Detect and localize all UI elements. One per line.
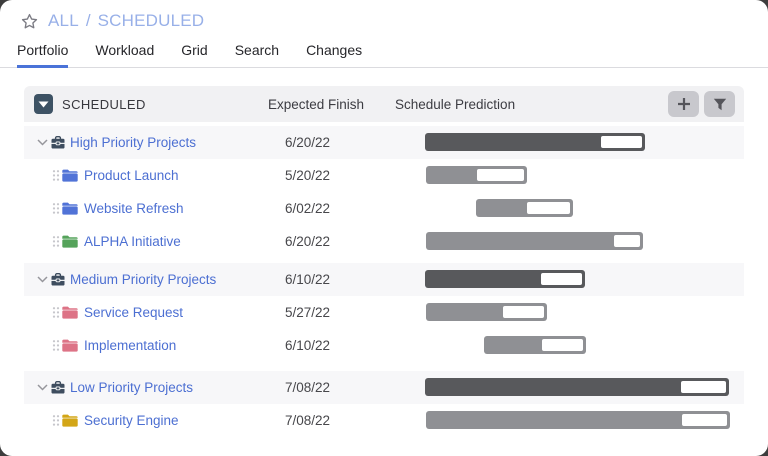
folder-icon: [62, 339, 78, 352]
tab-workload[interactable]: Workload: [95, 42, 155, 58]
breadcrumb-item-scheduled[interactable]: SCHEDULED: [97, 11, 205, 30]
column-header-expected-finish: Expected Finish: [268, 97, 365, 112]
table-title: SCHEDULED: [62, 97, 146, 112]
briefcase-icon: [51, 273, 65, 286]
schedule-prediction-bar[interactable]: [425, 133, 645, 151]
group-section: High Priority Projects 6/20/22 Product L…: [24, 126, 744, 258]
filter-funnel-icon: [713, 98, 727, 111]
portfolio-table: SCHEDULED Expected Finish Schedule Predi…: [24, 86, 744, 437]
expected-finish-value: 6/20/22: [285, 135, 331, 150]
schedule-prediction-bar[interactable]: [425, 270, 585, 288]
add-button[interactable]: [668, 91, 699, 117]
briefcase-icon: [51, 381, 65, 394]
group-row[interactable]: Medium Priority Projects 6/10/22: [24, 263, 744, 296]
project-row[interactable]: Security Engine 7/08/22: [24, 404, 744, 437]
breadcrumb: ALL / SCHEDULED: [20, 8, 204, 34]
project-name-link[interactable]: Implementation: [84, 338, 177, 353]
project-name-link[interactable]: Security Engine: [84, 413, 179, 428]
expected-finish-value: 5/20/22: [285, 168, 331, 183]
schedule-prediction-cell: [425, 263, 744, 296]
drag-handle-icon[interactable]: [52, 235, 60, 248]
group-name-link[interactable]: Low Priority Projects: [70, 380, 194, 395]
schedule-prediction-cell: [425, 329, 744, 362]
prediction-end-segment: [503, 306, 544, 318]
schedule-prediction-cell: [425, 192, 744, 225]
breadcrumb-separator: /: [85, 11, 91, 30]
schedule-prediction-bar[interactable]: [425, 378, 729, 396]
table-header: SCHEDULED Expected Finish Schedule Predi…: [24, 86, 744, 122]
prediction-end-segment: [681, 381, 726, 393]
schedule-prediction-bar[interactable]: [426, 232, 643, 250]
chevron-down-icon[interactable]: [37, 139, 48, 146]
tab-portfolio[interactable]: Portfolio: [17, 36, 69, 68]
tab-bar: Portfolio Workload Grid Search Changes: [0, 36, 768, 68]
breadcrumb-item-all[interactable]: ALL: [48, 11, 79, 30]
schedule-prediction-cell: [425, 159, 744, 192]
drag-handle-icon[interactable]: [52, 202, 60, 215]
schedule-prediction-bar[interactable]: [426, 411, 730, 429]
expected-finish-value: 5/27/22: [285, 305, 331, 320]
schedule-prediction-bar[interactable]: [484, 336, 586, 354]
group-section: Medium Priority Projects 6/10/22 Service…: [24, 263, 744, 362]
schedule-prediction-cell: [425, 126, 744, 159]
tab-changes[interactable]: Changes: [306, 42, 363, 58]
schedule-prediction-cell: [425, 371, 744, 404]
prediction-end-segment: [682, 414, 727, 426]
project-row[interactable]: Product Launch 5/20/22: [24, 159, 744, 192]
chevron-down-icon[interactable]: [37, 276, 48, 283]
schedule-prediction-cell: [425, 296, 744, 329]
expected-finish-value: 6/20/22: [285, 234, 331, 249]
prediction-end-segment: [601, 136, 642, 148]
drag-handle-icon[interactable]: [52, 306, 60, 319]
prediction-end-segment: [527, 202, 570, 214]
collapse-all-icon[interactable]: [34, 94, 53, 114]
prediction-end-segment: [477, 169, 524, 181]
schedule-prediction-bar[interactable]: [426, 166, 527, 184]
group-section: Low Priority Projects 7/08/22 Security E…: [24, 371, 744, 437]
schedule-prediction-cell: [425, 225, 744, 258]
group-row[interactable]: Low Priority Projects 7/08/22: [24, 371, 744, 404]
expected-finish-value: 7/08/22: [285, 413, 331, 428]
drag-handle-icon[interactable]: [52, 339, 60, 352]
project-row[interactable]: ALPHA Initiative 6/20/22: [24, 225, 744, 258]
tab-grid[interactable]: Grid: [181, 42, 208, 58]
project-name-link[interactable]: ALPHA Initiative: [84, 234, 181, 249]
group-name-link[interactable]: High Priority Projects: [70, 135, 197, 150]
schedule-prediction-bar[interactable]: [426, 303, 547, 321]
filter-button[interactable]: [704, 91, 735, 117]
column-header-schedule-prediction: Schedule Prediction: [395, 97, 516, 112]
prediction-end-segment: [614, 235, 640, 247]
project-name-link[interactable]: Product Launch: [84, 168, 179, 183]
plus-icon: [677, 97, 691, 111]
project-row[interactable]: Service Request 5/27/22: [24, 296, 744, 329]
expected-finish-value: 6/10/22: [285, 272, 331, 287]
star-favorite-icon[interactable]: [20, 12, 39, 31]
expected-finish-value: 6/02/22: [285, 201, 331, 216]
folder-icon: [62, 169, 78, 182]
folder-icon: [62, 306, 78, 319]
folder-icon: [62, 202, 78, 215]
chevron-down-icon[interactable]: [37, 384, 48, 391]
expected-finish-value: 6/10/22: [285, 338, 331, 353]
project-name-link[interactable]: Website Refresh: [84, 201, 184, 216]
tab-search[interactable]: Search: [234, 42, 280, 58]
expected-finish-value: 7/08/22: [285, 380, 331, 395]
project-row[interactable]: Website Refresh 6/02/22: [24, 192, 744, 225]
drag-handle-icon[interactable]: [52, 414, 60, 427]
group-name-link[interactable]: Medium Priority Projects: [70, 272, 217, 287]
schedule-prediction-cell: [425, 404, 744, 437]
schedule-prediction-bar[interactable]: [476, 199, 573, 217]
project-name-link[interactable]: Service Request: [84, 305, 184, 320]
project-row[interactable]: Implementation 6/10/22: [24, 329, 744, 362]
folder-icon: [62, 414, 78, 427]
prediction-end-segment: [541, 273, 582, 285]
table-body: High Priority Projects 6/20/22 Product L…: [24, 126, 744, 437]
folder-icon: [62, 235, 78, 248]
prediction-end-segment: [542, 339, 583, 351]
briefcase-icon: [51, 136, 65, 149]
drag-handle-icon[interactable]: [52, 169, 60, 182]
group-row[interactable]: High Priority Projects 6/20/22: [24, 126, 744, 159]
